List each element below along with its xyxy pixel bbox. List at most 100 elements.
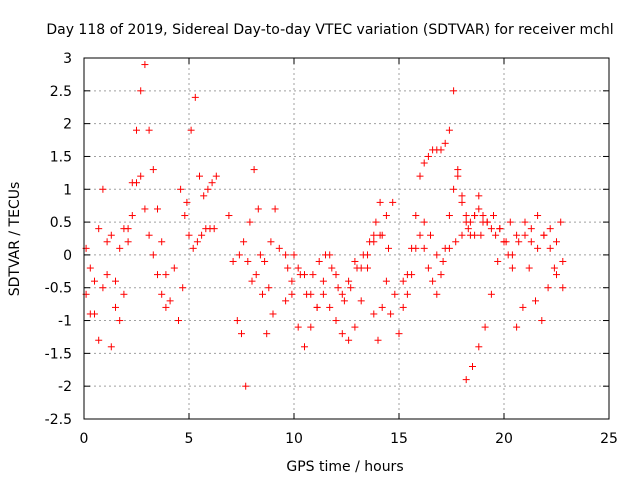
- data-point: [166, 297, 174, 305]
- data-point: [145, 126, 153, 134]
- data-point: [382, 212, 390, 220]
- y-axis-label: SDTVAR / TECUs: [7, 182, 23, 297]
- x-tick-label: 20: [495, 431, 513, 447]
- series-trace-m: [462, 218, 521, 384]
- data-point: [475, 192, 483, 200]
- data-point: [103, 238, 111, 246]
- data-point: [301, 343, 308, 351]
- data-point: [483, 218, 491, 226]
- data-point: [500, 238, 508, 246]
- data-point: [487, 225, 495, 233]
- data-point: [158, 290, 166, 298]
- series-trace-h: [282, 198, 397, 311]
- data-point: [370, 231, 378, 239]
- series-trace-e: [225, 166, 283, 390]
- series-trace-a: [82, 172, 174, 351]
- data-point: [519, 303, 527, 311]
- data-point: [242, 382, 250, 390]
- data-point: [275, 244, 283, 252]
- data-point: [391, 290, 399, 298]
- data-point: [494, 257, 502, 265]
- data-point: [326, 303, 334, 311]
- data-point: [103, 271, 111, 279]
- data-point: [261, 257, 269, 265]
- data-point: [513, 231, 521, 239]
- data-point: [471, 231, 479, 239]
- data-point: [454, 166, 462, 174]
- data-point: [540, 231, 548, 239]
- data-point: [385, 244, 392, 252]
- data-point: [378, 231, 386, 239]
- data-point: [479, 212, 487, 220]
- data-point: [238, 330, 245, 338]
- data-point: [487, 290, 495, 298]
- data-point: [462, 218, 470, 226]
- data-point: [559, 257, 567, 265]
- data-point: [133, 126, 140, 134]
- data-point: [265, 284, 273, 292]
- data-point: [353, 264, 361, 272]
- data-point: [210, 225, 218, 233]
- data-point: [359, 251, 367, 259]
- data-point: [452, 238, 460, 246]
- data-point: [412, 212, 420, 220]
- data-point: [559, 284, 567, 292]
- y-tick-label: 1: [63, 182, 72, 198]
- data-point: [437, 146, 445, 154]
- data-point: [107, 231, 115, 239]
- y-tick-label: 0.5: [50, 215, 72, 231]
- data-point: [364, 264, 371, 272]
- data-point: [338, 290, 346, 298]
- data-point: [527, 225, 535, 233]
- data-point: [128, 179, 136, 187]
- series-trace-o: [521, 212, 567, 292]
- data-point: [450, 87, 458, 95]
- data-point: [248, 277, 256, 285]
- data-point: [477, 231, 485, 239]
- data-point: [267, 238, 275, 246]
- data-point: [508, 264, 516, 272]
- data-point: [424, 264, 432, 272]
- grid-layer: [84, 58, 609, 419]
- data-point: [420, 159, 428, 167]
- data-point: [544, 284, 552, 292]
- data-point: [374, 336, 382, 344]
- data-point: [553, 238, 560, 246]
- data-point: [332, 317, 340, 325]
- data-point: [175, 317, 182, 325]
- data-point: [229, 257, 237, 265]
- data-point: [294, 264, 302, 272]
- data-point: [351, 257, 359, 265]
- data-point: [557, 218, 565, 226]
- data-point: [294, 323, 302, 331]
- data-point: [196, 172, 203, 180]
- y-tick-label: -0.5: [45, 281, 72, 297]
- data-point: [347, 284, 355, 292]
- data-point: [307, 323, 315, 331]
- data-point: [120, 290, 128, 298]
- data-point: [322, 251, 329, 259]
- data-point: [208, 179, 216, 187]
- data-point: [389, 198, 397, 206]
- data-point: [183, 198, 191, 206]
- data-point: [357, 297, 365, 305]
- data-point: [462, 212, 470, 220]
- data-point: [162, 271, 170, 279]
- data-point: [189, 244, 197, 252]
- data-point: [441, 139, 449, 147]
- data-point: [550, 264, 558, 272]
- x-tick-label: 5: [185, 431, 194, 447]
- data-point: [416, 231, 424, 239]
- data-point: [481, 323, 489, 331]
- data-point: [437, 271, 445, 279]
- x-tick-label: 0: [80, 431, 89, 447]
- data-point: [496, 225, 504, 233]
- data-point: [458, 192, 466, 200]
- data-point: [420, 244, 428, 252]
- data-point: [553, 271, 560, 279]
- y-tick-label: -2.5: [45, 412, 72, 428]
- data-point: [244, 257, 252, 265]
- data-point: [315, 257, 323, 265]
- data-point: [403, 290, 411, 298]
